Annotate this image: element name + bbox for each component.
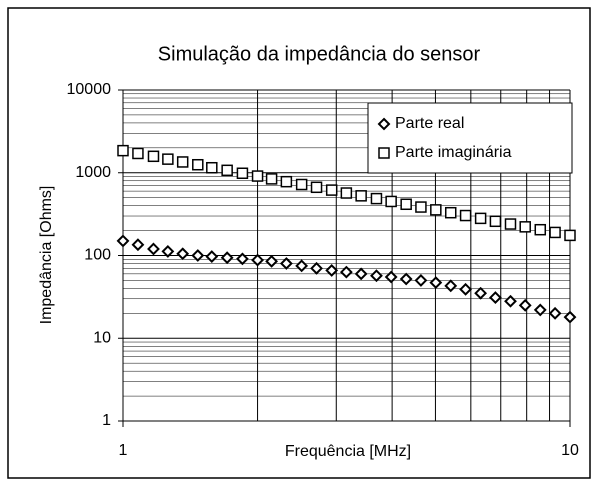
data-point <box>162 153 174 165</box>
data-point <box>147 242 160 256</box>
data-point <box>504 294 517 308</box>
data-point <box>192 158 204 171</box>
data-point <box>564 229 576 242</box>
data-point <box>563 310 577 324</box>
data-point <box>132 147 144 160</box>
data-point <box>147 150 160 163</box>
data-point <box>385 195 397 208</box>
data-point <box>310 181 323 194</box>
data-point <box>429 276 443 290</box>
y-tick-label: 1000 <box>75 164 111 181</box>
data-point <box>280 175 293 188</box>
data-point <box>117 144 129 157</box>
data-point <box>295 178 308 191</box>
data-point <box>265 254 279 268</box>
data-point <box>295 259 309 273</box>
data-point <box>325 264 339 277</box>
y-tick-label: 1 <box>102 412 111 429</box>
data-point <box>251 253 264 267</box>
data-point <box>430 204 442 216</box>
legend-marker <box>378 147 390 159</box>
data-point <box>236 252 249 266</box>
data-point <box>533 303 547 317</box>
data-point <box>399 272 413 286</box>
data-point <box>548 306 562 320</box>
data-point <box>325 184 338 196</box>
data-point <box>176 156 189 168</box>
data-point <box>355 190 367 202</box>
data-point <box>519 221 531 233</box>
data-point <box>504 218 517 230</box>
data-point <box>384 270 398 284</box>
legend-box <box>367 102 573 174</box>
data-point <box>131 238 145 252</box>
legend-marker <box>377 117 391 131</box>
y-tick-label: 100 <box>84 247 111 264</box>
data-point <box>444 279 458 293</box>
data-point <box>444 206 457 219</box>
data-point <box>310 261 323 275</box>
data-point <box>354 267 368 281</box>
y-tick-label: 10000 <box>67 81 112 98</box>
data-point <box>489 215 502 228</box>
data-point <box>518 298 532 312</box>
data-point <box>459 282 473 296</box>
data-point <box>370 269 383 283</box>
data-point <box>221 164 233 177</box>
data-point <box>251 170 264 182</box>
data-point <box>474 286 488 300</box>
data-point <box>116 234 130 248</box>
data-point <box>220 251 234 265</box>
data-point <box>400 198 412 211</box>
data-point <box>489 291 502 305</box>
data-point <box>236 167 249 180</box>
data-point <box>279 257 293 270</box>
data-point <box>370 192 383 205</box>
legend-label: Parte imaginária <box>395 144 512 161</box>
data-point <box>549 226 561 239</box>
data-point <box>340 187 353 199</box>
data-point <box>206 161 218 174</box>
data-point <box>459 209 472 222</box>
data-point <box>534 223 547 236</box>
chart-frame <box>7 7 591 479</box>
chart-title: Simulação da impedância do sensor <box>158 43 481 65</box>
data-point <box>205 250 219 264</box>
data-point <box>414 273 428 287</box>
data-point <box>339 265 353 279</box>
data-point <box>474 212 487 225</box>
x-axis-label: Frequência [MHz] <box>285 443 411 460</box>
data-point <box>176 247 190 261</box>
data-point <box>191 249 205 262</box>
data-point <box>415 201 427 213</box>
data-point <box>265 173 278 185</box>
legend-label: Parte real <box>395 115 464 132</box>
x-tick-label: 10 <box>561 442 579 459</box>
x-tick-label: 1 <box>119 442 128 459</box>
y-tick-label: 10 <box>93 329 111 346</box>
y-axis-label: Impedância [Ohms] <box>38 186 55 325</box>
data-point <box>161 245 175 258</box>
